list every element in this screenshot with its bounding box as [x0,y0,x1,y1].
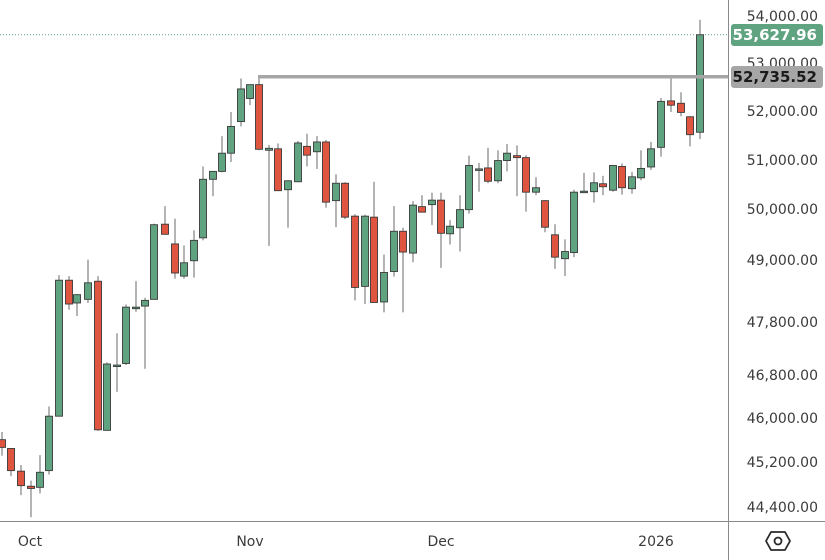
candle [437,192,445,268]
candle [667,77,675,112]
candle [313,136,321,169]
candle [418,195,426,213]
candle [456,195,464,252]
candle [532,177,540,196]
candle [246,84,254,106]
candle [150,223,158,300]
candle [180,245,188,279]
candle [503,143,511,172]
candle [618,163,626,195]
candle [209,170,217,197]
candle [141,297,149,369]
candle [494,150,502,184]
candle [27,480,35,518]
price-tick-label: 47,800.00 [746,314,818,331]
candle [428,192,436,226]
candle [227,111,235,163]
last-price-badge: 53,627.96 [731,23,823,46]
candle [294,140,302,183]
candle [190,230,198,278]
candle [7,448,15,477]
candle [390,206,398,277]
price-tick-label: 49,000.00 [746,252,818,269]
candle [351,214,359,301]
candle [122,304,130,366]
candle [677,92,685,117]
candle [94,276,102,431]
candle [399,227,407,313]
candle [341,182,349,220]
candle [65,276,73,310]
candle [541,200,549,233]
candle [161,206,169,235]
candle [522,155,530,212]
price-tick-label: 52,000.00 [746,103,818,120]
candle [17,465,25,496]
candle [551,224,559,269]
candle [303,133,311,167]
candle [370,181,378,303]
candle [265,144,273,246]
candle [237,78,245,127]
candle [84,259,92,303]
candle [274,143,282,192]
time-label-nov: Nov [236,534,264,550]
candle [380,254,388,313]
candle [637,150,645,181]
candle [647,141,655,170]
price-tick-label: 54,000.00 [746,9,818,26]
candle [199,166,207,241]
candle [590,172,598,203]
candle [361,214,369,305]
settings-hexagon-icon [764,531,791,551]
candle [696,19,704,140]
candle [475,163,483,192]
candle [580,172,588,194]
candle [332,174,340,228]
time-label-dec: Dec [427,534,455,550]
candle [132,281,140,312]
candle [0,432,6,456]
price-tick-label: 44,400.00 [746,499,818,516]
level-price-badge: 52,735.52 [731,65,823,88]
candle [322,140,330,208]
candle [609,165,617,192]
candlestick-chart[interactable] [0,0,728,521]
candle [73,294,81,317]
candle [284,180,292,228]
candle [218,136,226,173]
candle [599,175,607,196]
price-tick-label: 45,200.00 [746,454,818,471]
chart-plot-area[interactable] [0,0,728,521]
price-tick-label: 50,000.00 [746,202,818,219]
price-tick-label: 46,000.00 [746,410,818,427]
candle [446,220,454,245]
candle [36,455,44,494]
time-axis[interactable]: Oct Nov Dec 2026 [0,521,728,560]
candle [484,147,492,184]
candle [686,116,694,147]
candle [657,98,665,157]
candle [409,201,417,263]
candle [570,189,578,258]
price-tick-label: 46,800.00 [746,367,818,384]
price-axis[interactable]: 54,000.00 53,000.00 52,000.00 51,000.00 50,0… [728,0,825,521]
price-tick-label: 51,000.00 [746,152,818,169]
candle [103,362,111,431]
time-label-2026: 2026 [638,534,674,550]
candle [513,145,521,197]
candle [465,155,473,214]
candle [55,275,63,417]
time-label-oct: Oct [17,534,43,550]
candle [45,406,53,475]
candle [113,333,121,392]
candle [171,218,179,279]
chart-settings-button[interactable] [728,521,825,560]
candle [255,75,263,151]
candle [628,171,636,194]
candle [561,239,569,277]
